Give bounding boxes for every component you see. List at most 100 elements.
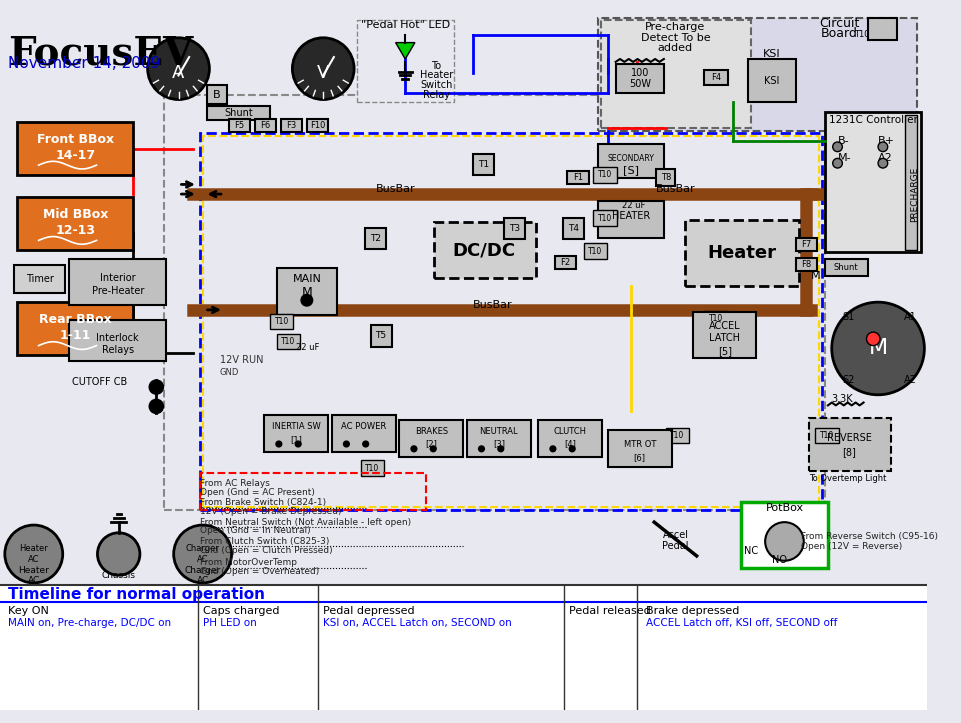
Bar <box>264 415 328 452</box>
Bar <box>602 20 751 129</box>
Circle shape <box>150 400 163 413</box>
Text: B-: B- <box>838 136 850 146</box>
Text: Detect To be: Detect To be <box>641 33 710 43</box>
Bar <box>593 167 617 182</box>
Bar <box>473 153 494 175</box>
Bar <box>332 415 396 452</box>
Text: Heater
AC: Heater AC <box>19 544 48 564</box>
Text: F10: F10 <box>309 121 325 130</box>
Text: Front BBox: Front BBox <box>37 132 113 145</box>
Bar <box>200 473 427 510</box>
Bar <box>69 259 166 305</box>
Text: S2: S2 <box>843 375 854 385</box>
Circle shape <box>150 380 163 394</box>
Text: Charger
AC: Charger AC <box>185 565 221 585</box>
Bar <box>0 585 927 710</box>
Circle shape <box>431 446 436 452</box>
Text: From AC Relays: From AC Relays <box>200 479 270 488</box>
Text: Brake depressed: Brake depressed <box>647 606 740 616</box>
Polygon shape <box>396 43 415 59</box>
Text: T10: T10 <box>598 171 612 179</box>
Bar <box>229 119 250 132</box>
Text: MAIN: MAIN <box>292 274 321 284</box>
Bar <box>741 502 827 568</box>
Circle shape <box>765 522 803 561</box>
Text: F5: F5 <box>234 121 244 130</box>
Text: M: M <box>810 271 820 281</box>
Text: A: A <box>172 64 185 82</box>
Bar <box>616 64 664 93</box>
Text: FocusEV: FocusEV <box>8 35 193 73</box>
Circle shape <box>479 446 484 452</box>
Text: Shunt: Shunt <box>834 263 858 272</box>
Text: [2]: [2] <box>426 440 437 448</box>
Text: F8: F8 <box>801 260 812 269</box>
Bar <box>599 201 664 238</box>
Text: BusBar: BusBar <box>656 184 696 194</box>
Bar <box>608 430 672 467</box>
Text: SECONDARY: SECONDARY <box>607 154 654 163</box>
Text: 50W: 50W <box>628 79 651 89</box>
Bar <box>685 220 799 286</box>
Circle shape <box>363 441 369 447</box>
Text: T10: T10 <box>670 431 684 440</box>
Text: Relay: Relay <box>423 90 450 100</box>
Circle shape <box>569 446 575 452</box>
Circle shape <box>5 525 62 583</box>
Text: Heater: Heater <box>707 244 776 262</box>
Bar <box>277 334 300 349</box>
Text: INERTIA SW: INERTIA SW <box>272 422 321 431</box>
Bar <box>17 197 134 250</box>
Text: Switch: Switch <box>420 80 453 90</box>
Text: Mid BBox: Mid BBox <box>42 208 108 221</box>
Text: F7: F7 <box>801 240 812 249</box>
Bar <box>599 17 917 132</box>
Text: Interior: Interior <box>100 273 136 283</box>
Bar <box>208 106 270 120</box>
Text: Rear BBox: Rear BBox <box>38 313 111 326</box>
Text: November 14, 2009: November 14, 2009 <box>8 56 160 71</box>
Text: 14-17: 14-17 <box>55 149 95 162</box>
Circle shape <box>832 302 924 395</box>
Text: MTR OT: MTR OT <box>624 440 656 450</box>
Bar <box>400 420 463 456</box>
Text: F4: F4 <box>711 73 721 82</box>
Circle shape <box>174 525 232 583</box>
Text: T10: T10 <box>282 337 296 346</box>
Text: "Pedal Hot" LED: "Pedal Hot" LED <box>360 20 450 30</box>
Circle shape <box>295 441 301 447</box>
Text: F3: F3 <box>286 121 297 130</box>
Text: M-: M- <box>838 153 851 163</box>
Circle shape <box>878 158 888 168</box>
Bar <box>567 171 588 184</box>
Text: T10: T10 <box>588 247 603 255</box>
Bar <box>361 461 384 476</box>
Text: T4: T4 <box>568 224 579 234</box>
Text: To: To <box>431 61 441 71</box>
Text: A1: A1 <box>904 312 917 322</box>
Text: T2: T2 <box>370 234 381 243</box>
Text: T10: T10 <box>365 463 380 473</box>
Text: Heater: Heater <box>420 70 453 80</box>
Text: Pedal: Pedal <box>662 542 689 551</box>
Text: [3]: [3] <box>493 440 505 448</box>
Text: F1: F1 <box>573 174 583 182</box>
Text: [6]: [6] <box>633 453 646 462</box>
Bar <box>554 256 576 270</box>
Bar <box>593 210 617 226</box>
Bar <box>277 268 336 315</box>
Text: T10: T10 <box>709 314 723 323</box>
Circle shape <box>498 446 504 452</box>
Text: 12-13: 12-13 <box>56 224 95 237</box>
Text: F6: F6 <box>260 121 270 130</box>
Text: To Overtemp Light: To Overtemp Light <box>808 474 886 483</box>
Text: BusBar: BusBar <box>473 300 512 310</box>
Bar <box>815 427 839 443</box>
Text: Pre-Heater: Pre-Heater <box>91 286 144 296</box>
Text: M: M <box>869 338 888 359</box>
Text: T5: T5 <box>376 331 386 341</box>
Bar <box>208 85 227 104</box>
Text: F2: F2 <box>560 258 571 267</box>
Bar <box>808 418 891 471</box>
Text: MAIN on, Pre-charge, DC/DC on: MAIN on, Pre-charge, DC/DC on <box>8 617 171 628</box>
